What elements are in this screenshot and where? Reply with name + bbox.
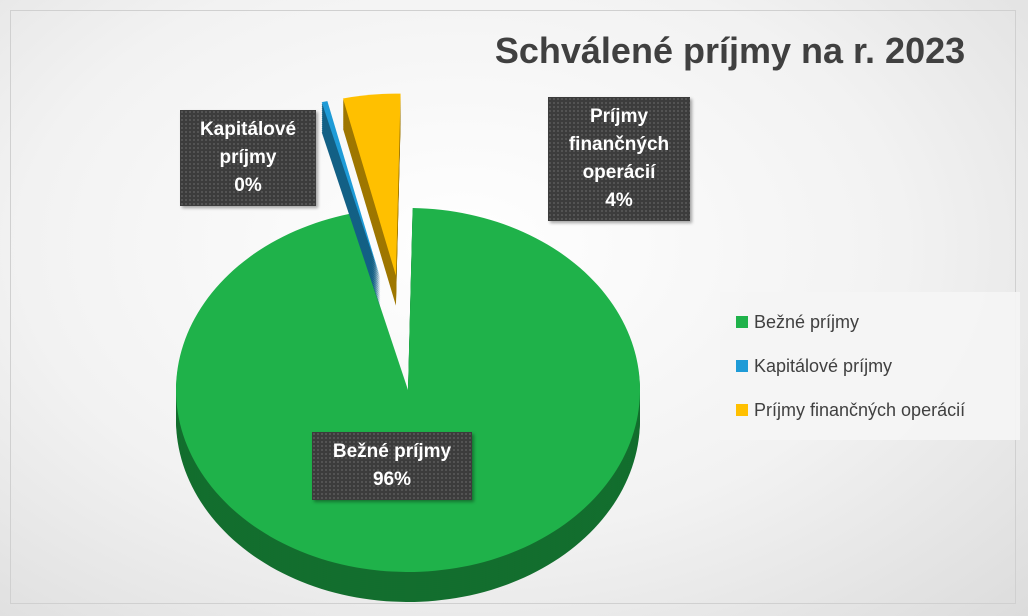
slice (321, 101, 381, 309)
slice-side (321, 109, 381, 287)
slice-side (321, 119, 381, 297)
slice-side (321, 117, 381, 295)
chart-title: Schválené príjmy na r. 2023 (494, 30, 966, 71)
data-label: Príjmy finančných operácií 4% (548, 97, 690, 221)
slice-side (321, 125, 381, 303)
legend-swatch (736, 316, 748, 328)
data-label: Kapitálové príjmy 0% (180, 110, 316, 206)
slice-side (321, 115, 381, 293)
slice-side (321, 127, 381, 305)
data-label-category: Príjmy finančných operácií (568, 106, 670, 183)
data-label: Bežné príjmy 96% (312, 432, 472, 500)
legend-swatch (736, 404, 748, 416)
slice (175, 208, 641, 603)
legend-swatch (736, 360, 748, 372)
slice-side (321, 131, 381, 309)
slice-side (321, 123, 381, 301)
data-label-value: 96% (372, 469, 412, 490)
legend-label: Príjmy finančných operácií (754, 399, 966, 420)
slice-side (321, 113, 381, 291)
slice (342, 93, 401, 306)
legend-label: Bežné príjmy (754, 311, 860, 332)
slice-side (321, 121, 381, 299)
data-label-category: Bežné príjmy (332, 441, 452, 462)
slice-top (342, 93, 401, 276)
slice-side (321, 129, 381, 307)
data-label-value: 0% (234, 175, 262, 196)
slice-top (321, 101, 381, 279)
legend-label: Kapitálové príjmy (754, 355, 893, 376)
slice-side (321, 103, 381, 281)
legend-item: Bežné príjmy (736, 300, 1012, 344)
data-label-category: Kapitálové príjmy (199, 119, 297, 168)
legend-item: Kapitálové príjmy (736, 344, 1012, 388)
legend-item: Príjmy finančných operácií (736, 388, 1012, 432)
slice-side (321, 107, 381, 285)
legend: Bežné príjmy Kapitálové príjmy Príjmy fina… (720, 292, 1020, 440)
slice-side (321, 105, 381, 283)
data-label-value: 4% (605, 190, 633, 211)
slice-top (176, 208, 641, 572)
slice-side (321, 111, 381, 289)
